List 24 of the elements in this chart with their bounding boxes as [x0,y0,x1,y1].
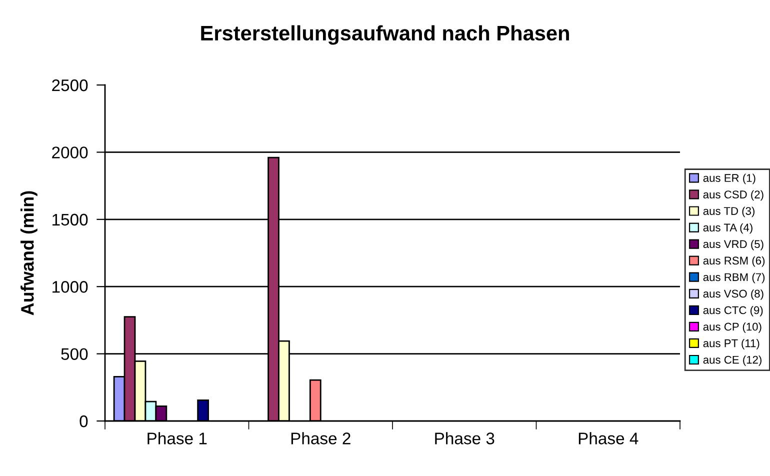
legend-label: aus CTC (9) [703,306,763,316]
chart-title: Ersterstellungsaufwand nach Phasen [201,25,569,45]
x-tick-label: Phase 3 [435,432,494,444]
x-tick-label: Phase 1 [148,432,207,444]
legend-label: aus ER (1) [703,174,756,184]
y-tick-label: 2000 [52,146,88,158]
legend-label: aus TD (3) [703,206,754,218]
legend-label: aus RBM (7) [703,272,765,284]
y-tick-label: 0 [80,415,88,428]
legend-label: aus TA (4) [703,223,752,234]
y-tick-label: 500 [61,348,88,360]
legend-label: aus CSD (2) [703,190,764,201]
legend-label: aus VSO (8) [703,289,764,300]
legend-label: aus RSM (6) [703,256,765,267]
legend-label: aus PT (11) [703,339,760,350]
legend-label: aus VRD (5) [703,240,764,250]
x-tick-label: Phase 4 [578,432,638,444]
legend-label: aus CE (12) [703,356,762,366]
y-axis-title: Aufwand (min) [20,191,38,316]
y-tick-label: 2500 [52,79,88,92]
legend-label: aus CP (10) [703,322,762,333]
y-tick-label: 1000 [52,281,88,293]
x-tick-label: Phase 2 [291,432,350,444]
y-tick-label: 1500 [52,214,88,226]
